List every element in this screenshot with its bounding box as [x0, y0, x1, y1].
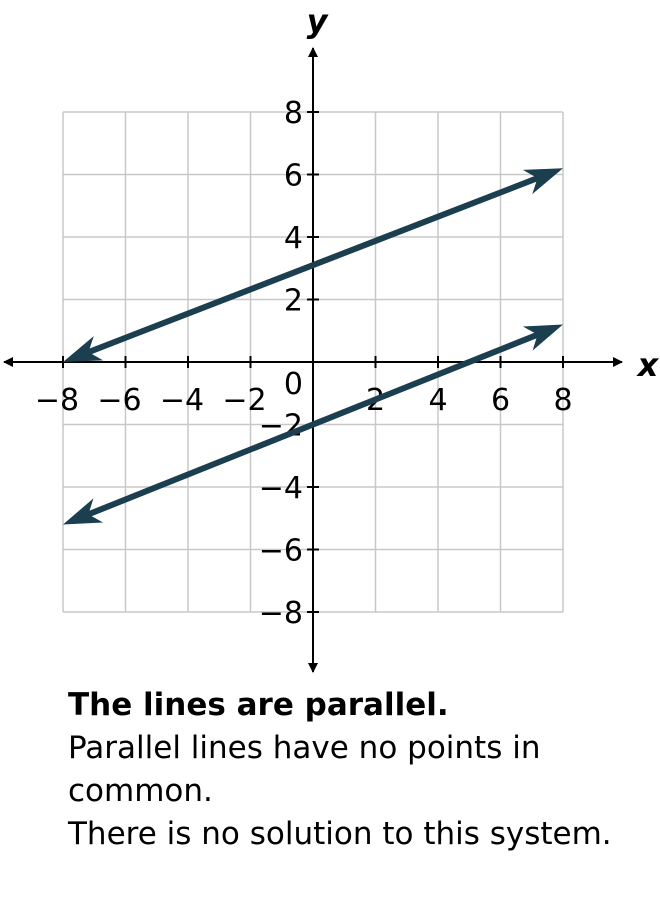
series-arrowhead [522, 168, 563, 195]
y-tick-label: 2 [284, 284, 303, 319]
caption-line-3: There is no solution to this system. [68, 816, 612, 852]
x-tick-label: −2 [222, 383, 266, 418]
series-arrowhead [63, 498, 104, 525]
caption: The lines are parallel. Parallel lines h… [68, 684, 648, 856]
y-tick-label: −8 [259, 596, 303, 631]
caption-line-2: Parallel lines have no points in common. [68, 730, 541, 809]
y-tick-label: 8 [284, 96, 303, 131]
series-lines [63, 168, 563, 525]
series-line-segment [80, 172, 546, 358]
series-arrowhead [63, 336, 104, 362]
y-tick-label: −4 [259, 471, 303, 506]
series-line-segment [80, 329, 546, 520]
y-tick-label: 4 [284, 221, 303, 256]
y-tick-label: −6 [259, 534, 303, 569]
x-tick-label: −6 [97, 383, 141, 418]
x-tick-label: 8 [553, 383, 572, 418]
x-axis-label: x [636, 346, 660, 384]
series-arrowhead [522, 324, 563, 351]
caption-headline: The lines are parallel. [68, 687, 449, 723]
x-tick-label: 6 [491, 383, 510, 418]
x-tick-label: 4 [428, 383, 447, 418]
y-tick-label: 6 [284, 159, 303, 194]
y-axis-label: y [307, 2, 329, 40]
origin-label: 0 [284, 367, 303, 402]
series-line-2 [63, 324, 563, 525]
x-tick-label: −4 [160, 383, 204, 418]
x-tick-label: −8 [35, 383, 79, 418]
series-line-1 [63, 168, 563, 362]
axes [3, 47, 623, 673]
